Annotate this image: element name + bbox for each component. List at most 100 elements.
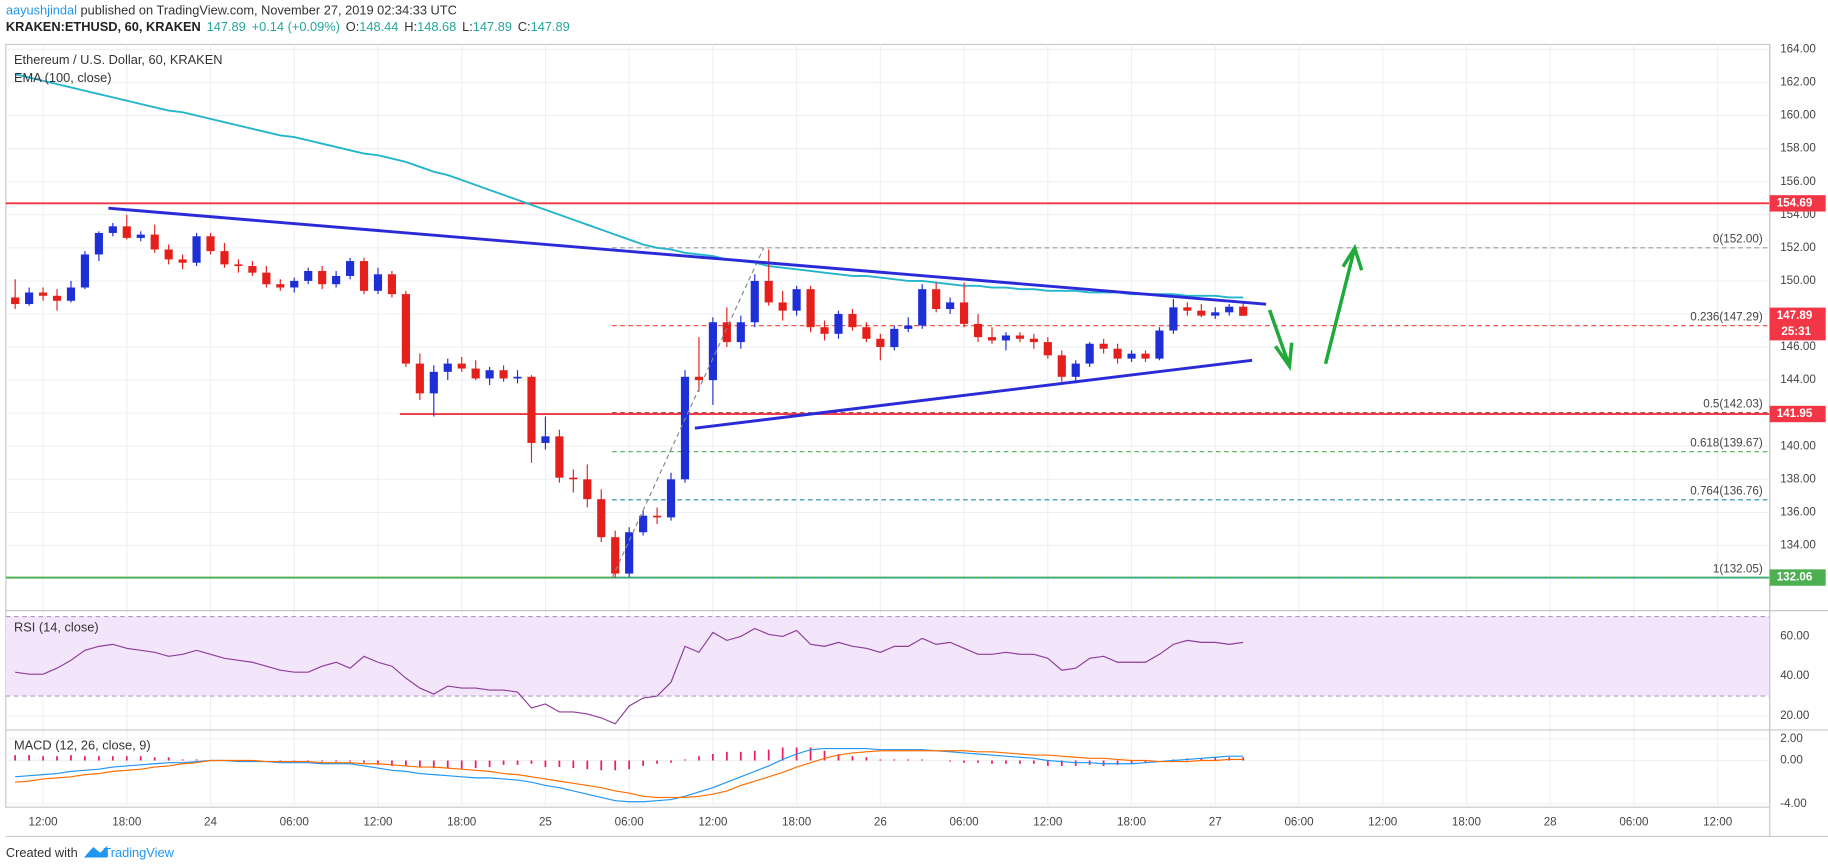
header-line-1: aayushjindal published on TradingView.com… [6, 3, 457, 18]
y-tick-label: 156.00 [1780, 175, 1816, 188]
candle-body [318, 270, 327, 285]
candle-body [890, 328, 899, 348]
countdown-badge [1769, 323, 1826, 341]
macd-histogram-bar [391, 760, 393, 766]
x-tick-label: 12:00 [1368, 815, 1398, 828]
macd-histogram-bar [865, 757, 868, 761]
candle-body [1085, 343, 1094, 364]
user-link[interactable]: aayushjindal [6, 3, 77, 18]
macd-histogram-bar [1200, 758, 1203, 761]
candle-body [206, 236, 215, 252]
candle-body [973, 323, 983, 338]
candle-body [304, 270, 313, 281]
price-badge [1769, 307, 1826, 324]
candle-body [164, 249, 173, 260]
candle-body [722, 322, 731, 343]
resistance-trendline [108, 206, 1267, 306]
candle-body [764, 280, 773, 303]
candle-body [569, 477, 578, 480]
macd-label: MACD (12, 26, close, 9) [14, 738, 151, 753]
candle-body [1155, 330, 1164, 359]
candle-body [234, 264, 243, 267]
fib-label: 0.618(139.67) [1690, 437, 1763, 450]
candle-body [471, 368, 480, 379]
candle-body [80, 254, 90, 288]
macd-histogram-bar [474, 760, 477, 769]
candle-body [415, 363, 424, 394]
macd-histogram-bar [488, 760, 491, 768]
macd-histogram-bar [377, 760, 379, 765]
candle-body [52, 295, 62, 301]
ohlc-key: C: [518, 19, 531, 34]
fib-trend-line [611, 247, 765, 579]
y-tick-label: 40.00 [1780, 669, 1810, 682]
macd-histogram-bar [600, 760, 603, 771]
macd-histogram-bar [712, 754, 714, 761]
candle-body [778, 302, 787, 311]
y-tick-label: 160.00 [1780, 109, 1816, 122]
candle-body [1057, 355, 1066, 377]
candle-body [820, 327, 829, 334]
x-tick-label: 12:00 [1703, 815, 1733, 828]
macd-histogram-bar [1116, 760, 1119, 765]
candle-body [513, 376, 522, 379]
candle-body [625, 532, 634, 574]
x-tick-label: 18:00 [447, 815, 477, 828]
macd-histogram-bar [1144, 760, 1147, 763]
price-badge-label: 132.06 [1777, 571, 1813, 584]
brand-link[interactable]: TradingView [103, 845, 174, 860]
macd-histogram-bar [1060, 760, 1063, 766]
candle-body [387, 274, 397, 295]
macd-histogram-bar [195, 759, 198, 761]
candle-body [555, 436, 564, 478]
candle-body [806, 289, 815, 328]
candle-body [918, 289, 927, 326]
macd-histogram-bar [321, 760, 324, 762]
fib-label: 1(132.05) [1713, 563, 1763, 576]
fib-label: 0.236(147.29) [1690, 311, 1763, 324]
published-text: published on TradingView.com, November 2… [81, 3, 457, 18]
candle-body [150, 234, 159, 250]
brand-logo [83, 845, 108, 858]
candle-body [666, 479, 676, 518]
macd-histogram-bar [1005, 760, 1007, 764]
macd-histogram-bar [516, 760, 519, 765]
candle-body [946, 302, 955, 310]
candle-body [876, 338, 885, 348]
macd-histogram-bar [614, 760, 617, 771]
price-badge [1769, 195, 1826, 212]
candle-body [611, 537, 620, 574]
candle-body [1141, 353, 1150, 359]
x-tick-label: 18:00 [1117, 815, 1147, 828]
macd-histogram-bar [349, 760, 351, 762]
support-trendline [694, 358, 1253, 430]
macd-histogram-bar [98, 756, 100, 761]
macd-histogram-bar [111, 756, 114, 761]
macd-histogram-bar [837, 754, 840, 761]
ohlc-value: 147.89 [473, 19, 512, 34]
macd-histogram-bar [1019, 760, 1021, 764]
candle-body [1127, 353, 1136, 359]
candle-body [1015, 335, 1024, 339]
macd-histogram-bar [42, 756, 44, 761]
fib-label: 0.5(142.03) [1703, 398, 1763, 411]
macd-histogram-bar [460, 760, 463, 770]
candle-body [708, 322, 717, 381]
y-tick-label: 60.00 [1780, 629, 1810, 642]
macd-histogram-bar [739, 751, 742, 761]
ohlc-key: H: [404, 19, 417, 34]
candle-body [597, 499, 606, 538]
drawings [108, 206, 1364, 579]
price-badge [1769, 569, 1826, 586]
candle-body [401, 294, 410, 364]
x-tick-label: 06:00 [1619, 815, 1649, 828]
candle-body [25, 292, 34, 305]
countdown-label: 25:31 [1781, 325, 1811, 338]
macd-histogram-bar [781, 747, 784, 761]
y-tick-label: 20.00 [1780, 709, 1810, 722]
macd-histogram-bar [809, 747, 812, 761]
ohlc-value: 148.44 [359, 19, 398, 34]
macd-histogram-bar [70, 755, 72, 761]
